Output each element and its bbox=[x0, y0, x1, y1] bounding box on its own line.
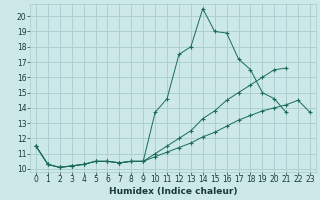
X-axis label: Humidex (Indice chaleur): Humidex (Indice chaleur) bbox=[109, 187, 237, 196]
